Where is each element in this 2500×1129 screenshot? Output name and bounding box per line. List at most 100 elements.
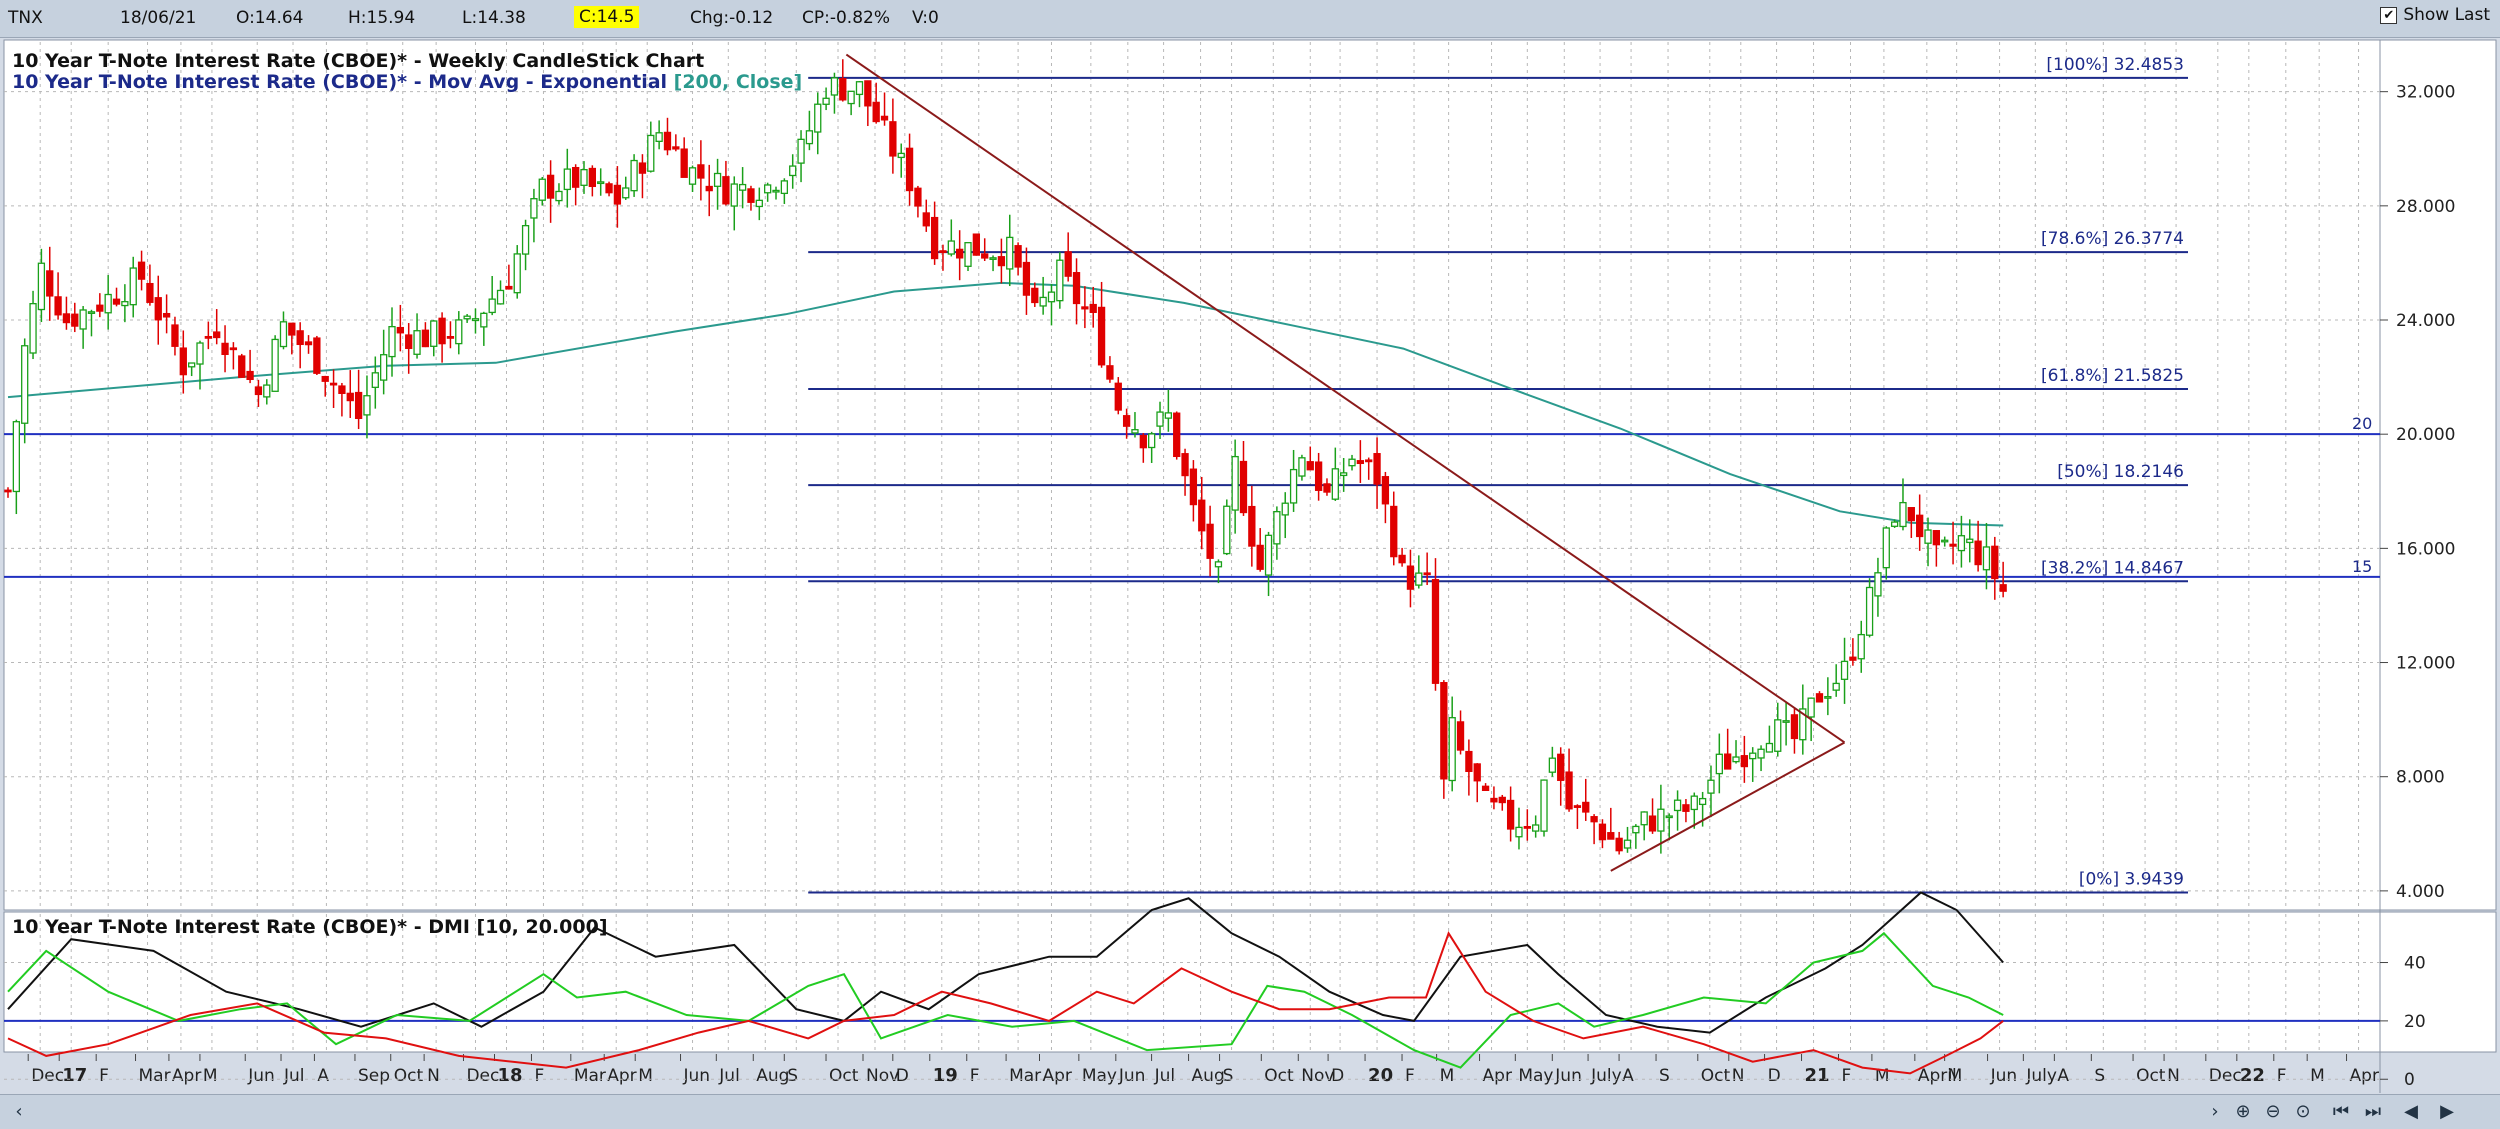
x-tick-label: Jul	[718, 1066, 740, 1086]
candle-down	[321, 375, 329, 382]
candle-down	[304, 341, 313, 346]
x-tick-label: Jun	[683, 1066, 711, 1086]
candle-up	[1982, 546, 1991, 571]
x-tick-label: Mar	[574, 1066, 606, 1086]
candle-down	[1607, 832, 1615, 840]
next-icon[interactable]: ▶	[2440, 1101, 2454, 1122]
candle-up	[1623, 839, 1632, 849]
candle-up	[488, 298, 496, 314]
candle-up	[413, 330, 421, 355]
candle-down	[313, 337, 321, 374]
candle-up	[1799, 708, 1807, 741]
scroll-right-icon[interactable]: ›	[2211, 1101, 2219, 1122]
show-last-toggle[interactable]: ✔ Show Last	[2380, 5, 2490, 25]
x-tick-label: M	[203, 1066, 218, 1086]
dmi-chart-title: 10 Year T-Note Interest Rate (CBOE)* - D…	[12, 916, 608, 938]
candle-up	[1331, 468, 1339, 500]
candle-down	[864, 80, 872, 107]
candle-down	[697, 164, 705, 179]
candle-up	[1765, 742, 1774, 753]
first-page-icon[interactable]: ⏮	[2332, 1101, 2350, 1122]
candle-up	[1131, 429, 1139, 434]
candle-down	[1373, 453, 1381, 485]
low-label: L:14.38	[462, 8, 526, 28]
candle-down	[572, 166, 580, 188]
candle-down	[605, 183, 613, 194]
candle-up	[21, 345, 29, 424]
candle-up	[271, 338, 279, 392]
candle-up	[1214, 561, 1223, 568]
x-tick-label: N	[1732, 1066, 1745, 1086]
candle-down	[296, 330, 304, 346]
candle-up	[1148, 433, 1156, 449]
candle-down	[329, 382, 338, 386]
previous-icon[interactable]: ◀	[2404, 1101, 2418, 1122]
x-tick-label: F	[970, 1066, 980, 1086]
scroll-left-icon[interactable]: ‹	[15, 1101, 23, 1122]
fibonacci-label: [61.8%] 21.5825	[2041, 366, 2184, 386]
symbol-label: TNX	[8, 8, 43, 28]
candle-down	[663, 131, 672, 151]
x-tick-label: Jul	[283, 1066, 305, 1086]
x-tick-label: 20	[1368, 1065, 1393, 1086]
zoom-in-icon[interactable]: ⊕	[2235, 1101, 2251, 1122]
last-page-icon[interactable]: ⏭	[2364, 1101, 2382, 1122]
horizontal-level-label: 20	[2352, 414, 2372, 433]
show-last-checkbox[interactable]: ✔	[2380, 6, 2398, 24]
candle-up	[1890, 521, 1899, 527]
candle-down	[1064, 251, 1072, 277]
candle-up	[755, 199, 763, 208]
candle-down	[4, 489, 12, 493]
candle-up	[738, 183, 747, 191]
candle-up	[1540, 779, 1548, 832]
x-tick-label: M	[2310, 1066, 2325, 1086]
zoom-reset-icon[interactable]: ⊙	[2295, 1101, 2311, 1122]
x-tick-label: Jul	[1154, 1066, 1176, 1086]
x-tick-label: A	[1622, 1066, 1634, 1086]
x-tick-label: F	[99, 1066, 109, 1086]
candle-up	[1289, 468, 1298, 504]
candle-up	[630, 159, 638, 192]
candle-up	[455, 319, 463, 345]
candle-up	[1156, 411, 1164, 427]
chart-navigation-bar: ‹ › ⊕ ⊖ ⊙ ⏮ ⏭ ◀ ▶	[0, 1094, 2500, 1129]
candle-up	[713, 172, 722, 187]
candle-down	[1114, 382, 1122, 411]
x-tick-label: 18	[497, 1065, 522, 1086]
candle-down	[162, 312, 171, 318]
candle-down	[1089, 303, 1097, 313]
zoom-out-icon[interactable]: ⊖	[2265, 1101, 2281, 1122]
candle-up	[1231, 455, 1239, 511]
candle-down	[204, 335, 212, 339]
candle-up	[797, 138, 805, 164]
candle-down	[1473, 763, 1481, 782]
x-tick-label: Dec	[466, 1066, 499, 1086]
x-tick-label: Apr	[1483, 1066, 1512, 1086]
candle-down	[872, 101, 880, 123]
y-tick-label: 4.000	[2396, 882, 2445, 902]
x-tick-label: Apr	[2350, 1066, 2379, 1086]
candle-up	[496, 289, 505, 305]
candle-up	[1640, 811, 1648, 826]
candle-down	[221, 342, 229, 356]
y-tick-label: 32.000	[2396, 83, 2455, 103]
candle-up	[555, 190, 563, 202]
candle-up	[129, 267, 137, 306]
candle-down	[46, 270, 54, 297]
candle-down	[956, 248, 964, 259]
x-tick-label: Nov	[1301, 1066, 1334, 1086]
candle-down	[1398, 554, 1406, 564]
candle-down	[1390, 505, 1398, 558]
candle-up	[1006, 236, 1014, 270]
candle-down	[1582, 801, 1590, 813]
candle-down	[546, 174, 555, 199]
x-tick-label: A	[317, 1066, 329, 1086]
candle-up	[1415, 572, 1423, 586]
candle-down	[672, 146, 680, 150]
x-tick-label: 21	[1805, 1065, 1830, 1086]
x-tick-label: A	[2057, 1066, 2069, 1086]
x-tick-label: D	[1768, 1066, 1781, 1086]
candle-down	[288, 322, 296, 336]
ema-legend-label: 10 Year T-Note Interest Rate (CBOE)* - M…	[12, 71, 802, 93]
